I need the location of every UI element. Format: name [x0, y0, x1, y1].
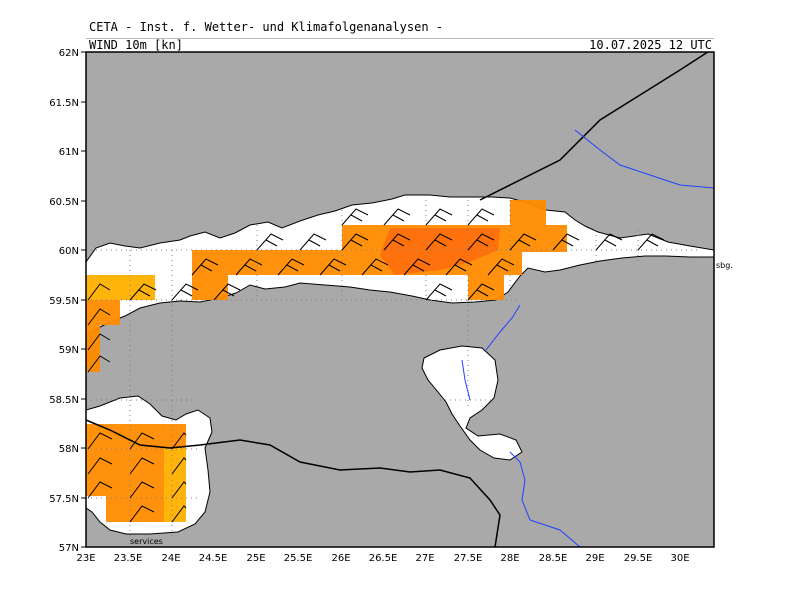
lon-label: 27E: [415, 553, 434, 564]
lat-label: 61N: [59, 147, 79, 158]
lon-label: 25E: [246, 553, 265, 564]
lon-label: 26E: [331, 553, 350, 564]
rivers: [461, 129, 714, 547]
lon-label: 26.5E: [369, 553, 398, 564]
lat-label: 59N: [59, 345, 79, 356]
wind-barb: [425, 233, 453, 251]
wind-barb: [235, 258, 263, 276]
wind-barb: [87, 283, 111, 301]
wind-barb: [191, 258, 219, 276]
wind-barb: [87, 308, 111, 326]
wind-barb: [129, 283, 157, 301]
institute-title: CETA - Inst. f. Wetter- und Klimafolgena…: [89, 20, 444, 34]
wind-barb: [277, 258, 305, 276]
wind-barb: [637, 233, 665, 251]
lon-labels: 23E 23.5E 24E 24.5E 25E 25.5E 26E 26.5E …: [76, 553, 689, 564]
lon-label: 29E: [585, 553, 604, 564]
wind-barb: [87, 333, 111, 351]
shade-cell: [510, 200, 546, 225]
wind-barb: [256, 233, 284, 251]
wind-barb: [467, 208, 495, 226]
wind-barb: [171, 481, 187, 499]
wind-barb: [341, 233, 369, 251]
shade-yellow: [86, 275, 155, 372]
wind-barb: [213, 283, 241, 301]
wind-barb: [87, 481, 113, 499]
wind-barb: [445, 258, 473, 276]
wind-barb: [383, 208, 411, 226]
wind-shading: [86, 200, 567, 522]
lon-label: 30E: [670, 553, 689, 564]
lon-label: 28.5E: [539, 553, 568, 564]
lat-label: 60N: [59, 246, 79, 257]
wind-barb: [171, 283, 199, 301]
shade-orange-west: [86, 300, 120, 372]
wind-barb: [171, 505, 187, 523]
wind-barb: [425, 283, 453, 301]
lat-label: 57N: [59, 543, 79, 554]
valid-time: 10.07.2025 12 UTC: [589, 38, 712, 52]
wind-barb: [467, 233, 495, 251]
lon-label: 24E: [161, 553, 180, 564]
wind-barb: [595, 233, 623, 251]
shade-cell: [192, 272, 228, 300]
lake-peipus: [421, 345, 523, 461]
lon-label: 27.5E: [454, 553, 483, 564]
lat-label: 58N: [59, 444, 79, 455]
wind-barb: [341, 208, 369, 226]
wind-barb: [403, 258, 431, 276]
lat-label: 57.5N: [49, 494, 79, 505]
wind-barb: [319, 258, 347, 276]
city-label-sbg: sbg.: [716, 261, 733, 270]
wind-barb: [361, 258, 389, 276]
lat-tick-marks: [81, 51, 86, 548]
lon-label: 29.5E: [624, 553, 653, 564]
lon-label: 24.5E: [199, 553, 228, 564]
lon-label: 25.5E: [284, 553, 313, 564]
lon-label: 28E: [500, 553, 519, 564]
wind-barb: [87, 432, 113, 450]
wind-barb: [87, 457, 113, 475]
wind-barb: [129, 505, 155, 523]
lat-label: 62N: [59, 48, 79, 59]
lat-labels: 62N 61.5N 61N 60.5N 60N 59.5N 59N 58.5N …: [49, 48, 79, 554]
lat-label: 61.5N: [49, 98, 79, 109]
borders: [86, 52, 710, 547]
lat-label: 59.5N: [49, 296, 79, 307]
wind-barb: [129, 481, 155, 499]
wind-barb: [425, 208, 453, 226]
wind-barb: [87, 355, 111, 373]
wind-barb: [171, 432, 187, 450]
wind-barb: [509, 233, 537, 251]
lat-label: 58.5N: [49, 395, 79, 406]
services-credit: services: [130, 537, 163, 546]
wind-barb: [383, 233, 411, 251]
header-rule: [86, 38, 714, 52]
wind-barb: [467, 283, 495, 301]
lon-label: 23.5E: [114, 553, 143, 564]
variable-label: WIND_10m [kn]: [89, 38, 183, 52]
lat-label: 60.5N: [49, 197, 79, 208]
wind-barb: [129, 457, 155, 475]
wind-barb: [299, 233, 327, 251]
wind-barb: [129, 432, 155, 450]
lon-label: 23E: [76, 553, 95, 564]
wind-barbs: [87, 208, 665, 523]
wind-barb: [171, 457, 187, 475]
wind-barb: [552, 233, 580, 251]
shade-yellow-riga: [164, 448, 186, 522]
wind-barb: [487, 258, 515, 276]
